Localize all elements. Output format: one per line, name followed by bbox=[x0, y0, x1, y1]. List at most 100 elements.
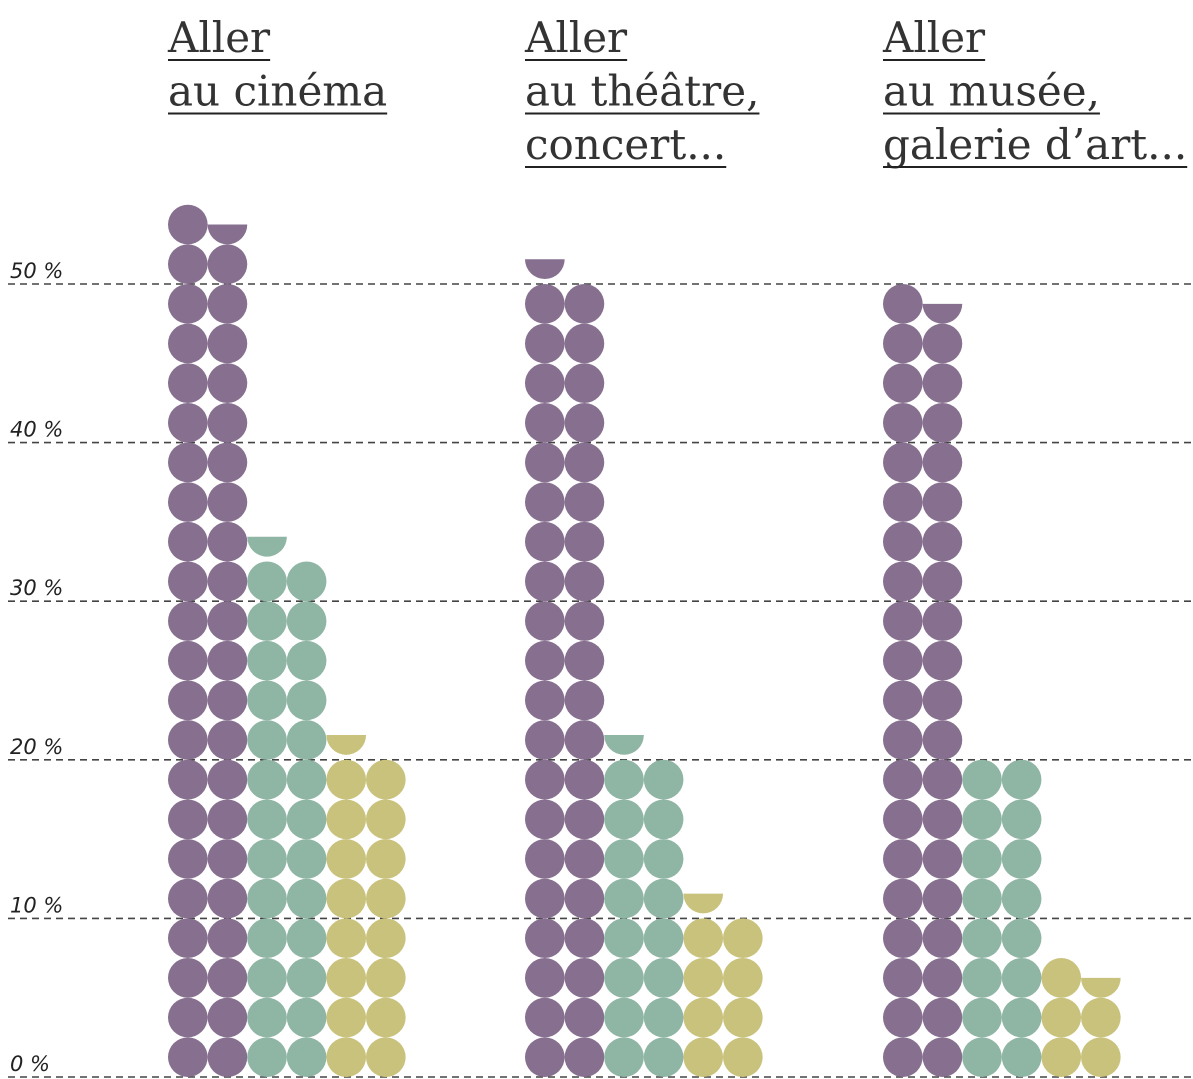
data-dot bbox=[286, 878, 327, 919]
data-dot bbox=[962, 1037, 1002, 1078]
data-dot bbox=[604, 799, 644, 840]
data-dot bbox=[168, 601, 208, 641]
data-dot bbox=[168, 561, 208, 602]
data-dot bbox=[326, 799, 367, 840]
data-partial-dot bbox=[604, 735, 644, 755]
data-dot bbox=[286, 680, 327, 721]
data-dot bbox=[525, 680, 565, 721]
data-dot bbox=[326, 997, 367, 1038]
data-dot bbox=[207, 918, 248, 959]
data-dot bbox=[604, 759, 644, 800]
category-title-line: Aller bbox=[882, 13, 986, 62]
data-dot bbox=[326, 839, 367, 879]
data-dot bbox=[525, 521, 565, 562]
data-dot bbox=[286, 720, 327, 760]
data-dot bbox=[168, 839, 208, 879]
data-dot bbox=[525, 720, 565, 760]
data-dot bbox=[525, 323, 565, 364]
data-dot bbox=[883, 680, 923, 721]
data-dot bbox=[207, 402, 248, 443]
data-dot bbox=[683, 918, 724, 959]
data-dot bbox=[922, 878, 963, 919]
y-tick-label: 40 % bbox=[10, 418, 63, 442]
data-dot bbox=[564, 839, 605, 879]
category-title-line: Aller bbox=[167, 13, 271, 62]
data-dot bbox=[366, 918, 406, 959]
data-dot bbox=[883, 918, 923, 959]
category-title-line: au théâtre, bbox=[525, 67, 759, 116]
data-half-dot bbox=[922, 303, 963, 324]
data-dot bbox=[247, 958, 287, 998]
data-dot bbox=[247, 640, 287, 681]
data-dot bbox=[207, 640, 248, 681]
data-dot bbox=[168, 482, 208, 522]
data-dot bbox=[883, 640, 923, 681]
data-dot bbox=[643, 1037, 684, 1078]
data-dot bbox=[525, 482, 565, 522]
data-dot bbox=[1081, 997, 1121, 1038]
data-dot bbox=[247, 759, 287, 800]
data-partial-dot bbox=[326, 735, 367, 755]
data-dot bbox=[247, 878, 287, 919]
data-dot bbox=[604, 997, 644, 1038]
data-dot bbox=[564, 442, 605, 483]
data-dot bbox=[207, 284, 248, 324]
data-dot bbox=[723, 918, 763, 959]
data-dot bbox=[564, 640, 605, 681]
data-dot bbox=[962, 799, 1002, 840]
data-dot bbox=[1001, 799, 1042, 840]
y-tick-label: 10 % bbox=[10, 893, 63, 917]
data-dot bbox=[883, 759, 923, 800]
category-title-line: au cinéma bbox=[168, 67, 387, 116]
data-dot bbox=[962, 878, 1002, 919]
data-dot bbox=[962, 918, 1002, 959]
data-dot bbox=[1001, 958, 1042, 998]
data-dot bbox=[326, 759, 367, 800]
data-dot bbox=[643, 839, 684, 879]
data-dot bbox=[883, 997, 923, 1038]
data-dot bbox=[207, 799, 248, 840]
data-dot bbox=[723, 1037, 763, 1078]
data-dot bbox=[286, 561, 327, 602]
data-dot bbox=[922, 759, 963, 800]
data-dot bbox=[168, 918, 208, 959]
data-dot bbox=[286, 799, 327, 840]
data-dot bbox=[247, 918, 287, 959]
data-dot bbox=[168, 878, 208, 919]
data-dot bbox=[247, 720, 287, 760]
data-dot bbox=[564, 363, 605, 403]
data-dot bbox=[883, 323, 923, 364]
data-dot bbox=[922, 601, 963, 641]
data-dot bbox=[604, 918, 644, 959]
data-dot bbox=[168, 640, 208, 681]
data-dot bbox=[643, 918, 684, 959]
data-dot bbox=[564, 561, 605, 602]
data-partial-dot bbox=[683, 893, 724, 914]
data-dot bbox=[207, 958, 248, 998]
data-dot bbox=[922, 442, 963, 483]
data-dot bbox=[564, 799, 605, 840]
data-dot bbox=[286, 997, 327, 1038]
data-dot bbox=[286, 839, 327, 879]
data-dot bbox=[564, 759, 605, 800]
data-dot bbox=[922, 680, 963, 721]
data-dot bbox=[366, 1037, 406, 1078]
data-dot bbox=[207, 244, 248, 284]
data-dot bbox=[922, 720, 963, 760]
data-dot bbox=[922, 1037, 963, 1078]
data-dot bbox=[286, 640, 327, 681]
data-dot bbox=[207, 878, 248, 919]
data-dot bbox=[883, 442, 923, 483]
data-dot bbox=[883, 839, 923, 879]
data-dot bbox=[326, 1037, 367, 1078]
data-dot bbox=[286, 601, 327, 641]
data-dot bbox=[286, 918, 327, 959]
data-dot bbox=[525, 878, 565, 919]
y-tick-label: 0 % bbox=[10, 1052, 50, 1076]
data-dot bbox=[962, 997, 1002, 1038]
data-dot bbox=[564, 601, 605, 641]
data-dot bbox=[168, 284, 208, 324]
y-tick-label: 50 % bbox=[10, 259, 63, 283]
data-partial-dot bbox=[525, 259, 565, 280]
